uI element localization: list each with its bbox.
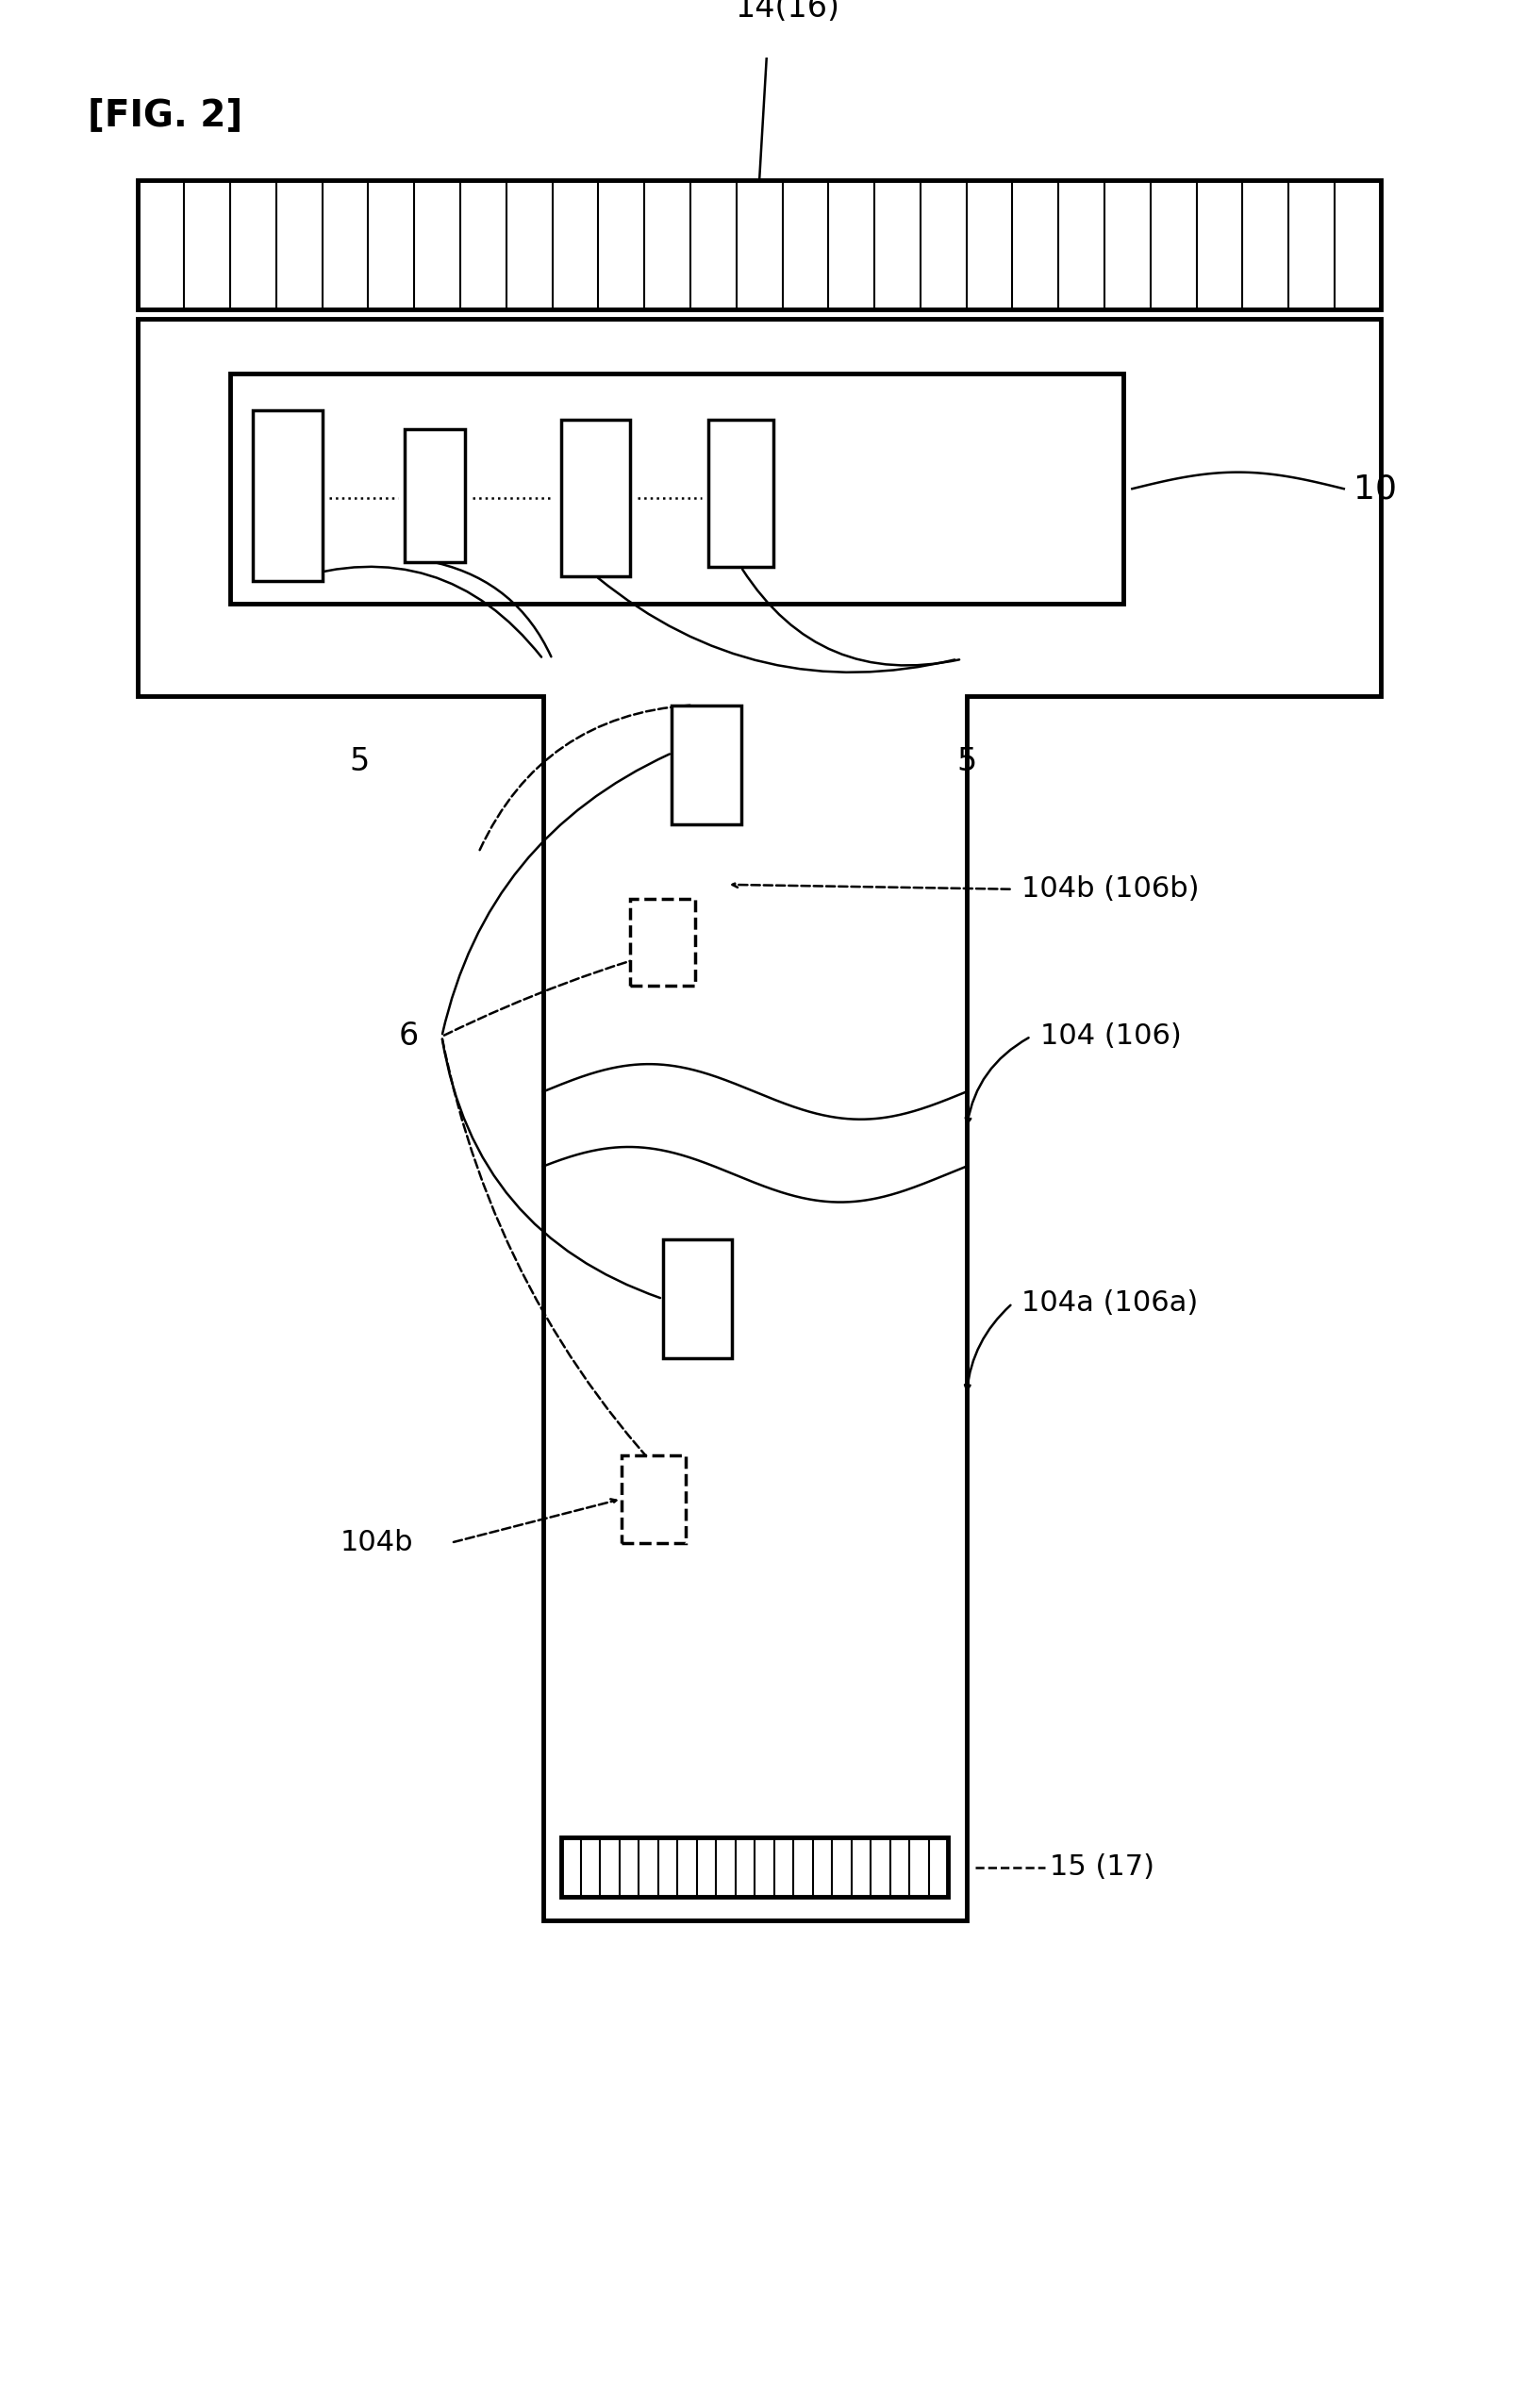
Text: 5: 5 bbox=[350, 746, 370, 778]
Text: 14(16): 14(16) bbox=[734, 0, 840, 24]
Bar bbox=[631, 898, 695, 985]
Bar bbox=[672, 706, 741, 826]
Bar bbox=[562, 419, 631, 576]
Bar bbox=[562, 1837, 948, 1898]
Text: 5: 5 bbox=[956, 746, 976, 778]
Bar bbox=[405, 429, 464, 563]
Text: 6: 6 bbox=[399, 1021, 418, 1052]
Text: 104a (106a): 104a (106a) bbox=[1022, 1291, 1199, 1317]
Text: [FIG. 2]: [FIG. 2] bbox=[87, 99, 243, 132]
Text: 104b (106b): 104b (106b) bbox=[1022, 877, 1200, 903]
Bar bbox=[253, 409, 322, 580]
Text: 10: 10 bbox=[1353, 472, 1396, 506]
Text: 104 (106): 104 (106) bbox=[1040, 1023, 1182, 1050]
Text: 15 (17): 15 (17) bbox=[1049, 1854, 1154, 1881]
Bar bbox=[231, 373, 1122, 604]
Bar bbox=[137, 181, 1380, 308]
Bar bbox=[663, 1240, 731, 1358]
Text: 104b: 104b bbox=[341, 1529, 414, 1556]
Bar bbox=[621, 1454, 686, 1544]
Bar bbox=[709, 419, 773, 566]
